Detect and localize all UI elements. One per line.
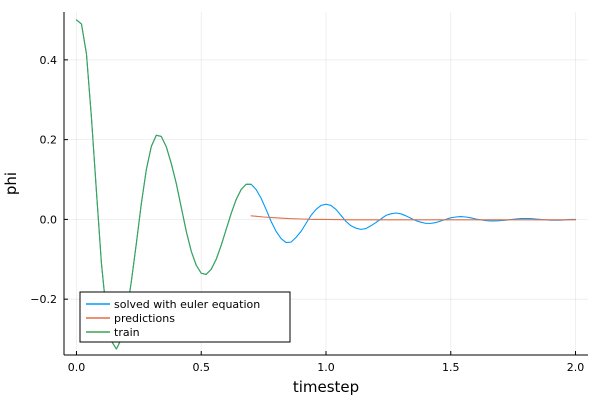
- series-line-predictions: [250, 215, 577, 221]
- legend-entry-label: solved with euler equation: [114, 298, 260, 311]
- x-tick-label: 0.0: [68, 361, 86, 374]
- legend-entry-label: predictions: [114, 312, 175, 325]
- x-tick-label: 2.0: [567, 361, 585, 374]
- axes: [63, 12, 588, 356]
- x-axis-title: timestep: [293, 378, 359, 396]
- x-tick-label: 1.5: [442, 361, 460, 374]
- y-tick-label: 0.2: [40, 134, 58, 147]
- legend-entry-label: train: [114, 326, 140, 339]
- tick-labels: 0.0 0.5 1.0 1.5 2.0 −0.2 0.0 0.2 0.4: [30, 54, 584, 374]
- y-tick-label: −0.2: [30, 293, 57, 306]
- x-tick-label: 1.0: [317, 361, 335, 374]
- y-tick-label: 0.0: [40, 213, 58, 226]
- legend-box: [79, 291, 291, 343]
- y-tick-label: 0.4: [40, 54, 58, 67]
- x-tick-label: 0.5: [192, 361, 210, 374]
- legend: solved with euler equationpredictionstra…: [79, 291, 291, 343]
- y-axis-title: phi: [2, 172, 20, 195]
